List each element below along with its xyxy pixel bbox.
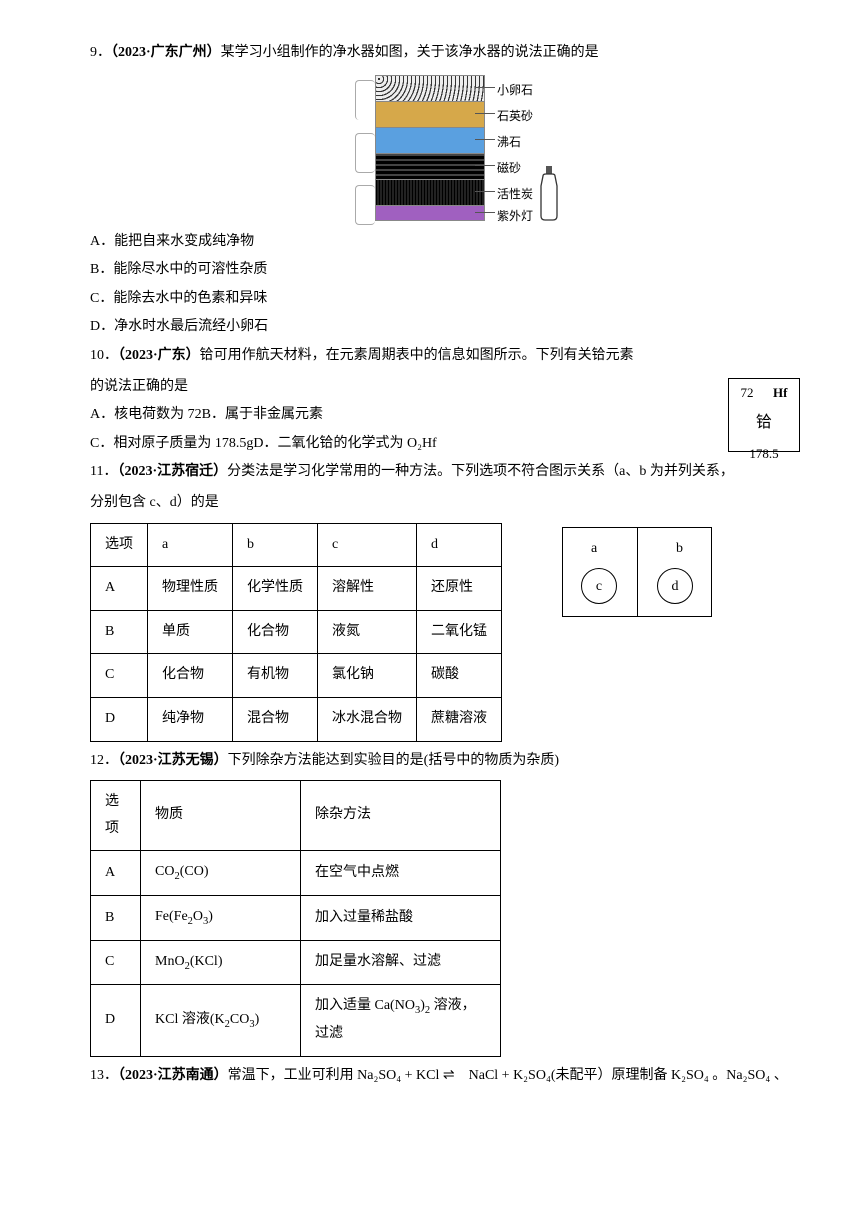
question-11: 11．（2023·江苏宿迁）分类法是学习化学常用的一种方法。下列选项不符合图示关…	[90, 459, 800, 486]
layer-label: 紫外灯	[497, 205, 533, 228]
table-cell: D	[91, 697, 148, 741]
water-filter-diagram: 小卵石石英砂沸石磁砂活性炭紫外灯	[345, 75, 545, 221]
q9-source: （2023·广东广州）	[111, 45, 221, 60]
element-name: 铪	[731, 408, 797, 438]
table-header: c	[318, 523, 417, 567]
q12-source: （2023·江苏无锡）	[118, 753, 228, 768]
q10-option-ab: A．核电荷数为 72B．属于非金属元素	[90, 402, 800, 429]
layer-label: 磁砂	[497, 157, 521, 180]
table-cell: 加入过量稀盐酸	[301, 896, 501, 941]
atomic-number: 72	[737, 381, 767, 406]
table-cell: B	[91, 610, 148, 654]
venn-b: b	[676, 536, 683, 563]
q11-prefix: 11．	[90, 464, 117, 479]
table-header: d	[417, 523, 502, 567]
table-cell: 加足量水溶解、过滤	[301, 940, 501, 985]
layer-label: 活性炭	[497, 183, 533, 206]
table-cell: D	[91, 985, 141, 1056]
venn-a: a	[591, 536, 597, 563]
table-header: 物质	[141, 781, 301, 851]
table-cell: 氯化钠	[318, 654, 417, 698]
table-cell: 化合物	[233, 610, 318, 654]
q11-source: （2023·江苏宿迁）	[117, 464, 227, 479]
table-cell: CO2(CO)	[141, 851, 301, 896]
bottle-icon	[538, 166, 560, 221]
question-13: 13．（2023·江苏南通）常温下，工业可利用 Na₂SO₄ + KCl ⇌ N…	[90, 1063, 800, 1090]
q11-stem1: 分类法是学习化学常用的一种方法。下列选项不符合图示关系（a、b 为并列关系，	[227, 464, 734, 479]
q13-stem: 常温下，工业可利用 Na₂SO₄ + KCl ⇌ NaCl + K₂SO₄(未配…	[228, 1068, 788, 1083]
element-symbol: Hf	[767, 381, 792, 406]
table-cell: 碳酸	[417, 654, 502, 698]
element-tile: 72Hf 铪 178.5	[728, 378, 800, 452]
question-12: 12．（2023·江苏无锡）下列除杂方法能达到实验目的是(括号中的物质为杂质)	[90, 748, 800, 775]
table-cell: C	[91, 654, 148, 698]
question-10: 10．（2023·广东）铪可用作航天材料，在元素周期表中的信息如图所示。下列有关…	[90, 343, 800, 370]
layer-label: 小卵石	[497, 79, 533, 102]
q9-stem: 某学习小组制作的净水器如图，关于该净水器的说法正确的是	[221, 45, 599, 60]
table-cell: 单质	[148, 610, 233, 654]
q10-option-cd: C．相对原子质量为 178.5gD．二氧化铪的化学式为 O₂Hf	[90, 431, 800, 458]
q10-prefix: 10．	[90, 348, 118, 363]
atomic-mass: 178.5	[731, 442, 797, 467]
table-cell: A	[91, 851, 141, 896]
table-header: 选项	[91, 523, 148, 567]
q13-prefix: 13．	[90, 1068, 118, 1083]
q9-option-c: C．能除去水中的色素和异味	[90, 286, 800, 313]
layer-label: 沸石	[497, 131, 521, 154]
q12-stem: 下列除杂方法能达到实验目的是(括号中的物质为杂质)	[228, 753, 559, 768]
table-header: 选项	[91, 781, 141, 851]
layer-label: 石英砂	[497, 105, 533, 128]
q12-table: 选项物质除杂方法 ACO2(CO)在空气中点燃 BFe(Fe2O3)加入过量稀盐酸 C…	[90, 780, 501, 1057]
q12-prefix: 12．	[90, 753, 118, 768]
q9-prefix: 9．	[90, 45, 111, 60]
table-cell: Fe(Fe2O3)	[141, 896, 301, 941]
filter-layer	[376, 128, 484, 154]
table-cell: 在空气中点燃	[301, 851, 501, 896]
table-cell: A	[91, 567, 148, 611]
table-cell: 纯净物	[148, 697, 233, 741]
filter-layer	[376, 102, 484, 128]
table-cell: 加入适量 Ca(NO3)2 溶液，过滤	[301, 985, 501, 1056]
q10-stem1: 铪可用作航天材料，在元素周期表中的信息如图所示。下列有关铪元素	[200, 348, 634, 363]
q9-option-d: D．净水时水最后流经小卵石	[90, 314, 800, 341]
table-header: 除杂方法	[301, 781, 501, 851]
q10-source: （2023·广东）	[118, 348, 200, 363]
table-cell: MnO2(KCl)	[141, 940, 301, 985]
table-header: a	[148, 523, 233, 567]
filter-layer	[376, 154, 484, 180]
table-cell: 有机物	[233, 654, 318, 698]
table-cell: 化合物	[148, 654, 233, 698]
q9-option-a: A．能把自来水变成纯净物	[90, 229, 800, 256]
table-cell: B	[91, 896, 141, 941]
q10-stem2: 的说法正确的是	[90, 374, 800, 401]
venn-diagram: a b c d	[562, 527, 712, 617]
filter-layer	[376, 180, 484, 206]
table-cell: 蔗糖溶液	[417, 697, 502, 741]
table-header: b	[233, 523, 318, 567]
table-cell: 化学性质	[233, 567, 318, 611]
table-cell: 二氧化锰	[417, 610, 502, 654]
table-cell: 还原性	[417, 567, 502, 611]
venn-d: d	[657, 568, 693, 604]
table-cell: 混合物	[233, 697, 318, 741]
q11-stem2: 分别包含 c、d）的是	[90, 490, 800, 517]
q13-source: （2023·江苏南通）	[118, 1068, 228, 1083]
filter-layer	[376, 76, 484, 102]
table-cell: 物理性质	[148, 567, 233, 611]
table-cell: 溶解性	[318, 567, 417, 611]
table-cell: C	[91, 940, 141, 985]
filter-layer	[376, 206, 484, 220]
q11-table: 选项abcdA物理性质化学性质溶解性还原性B单质化合物液氮二氧化锰C化合物有机物…	[90, 523, 502, 742]
table-cell: KCl 溶液(K2CO3)	[141, 985, 301, 1056]
table-cell: 液氮	[318, 610, 417, 654]
question-9: 9．（2023·广东广州）某学习小组制作的净水器如图，关于该净水器的说法正确的是	[90, 40, 800, 67]
venn-c: c	[581, 568, 617, 604]
q9-option-b: B．能除尽水中的可溶性杂质	[90, 257, 800, 284]
table-cell: 冰水混合物	[318, 697, 417, 741]
